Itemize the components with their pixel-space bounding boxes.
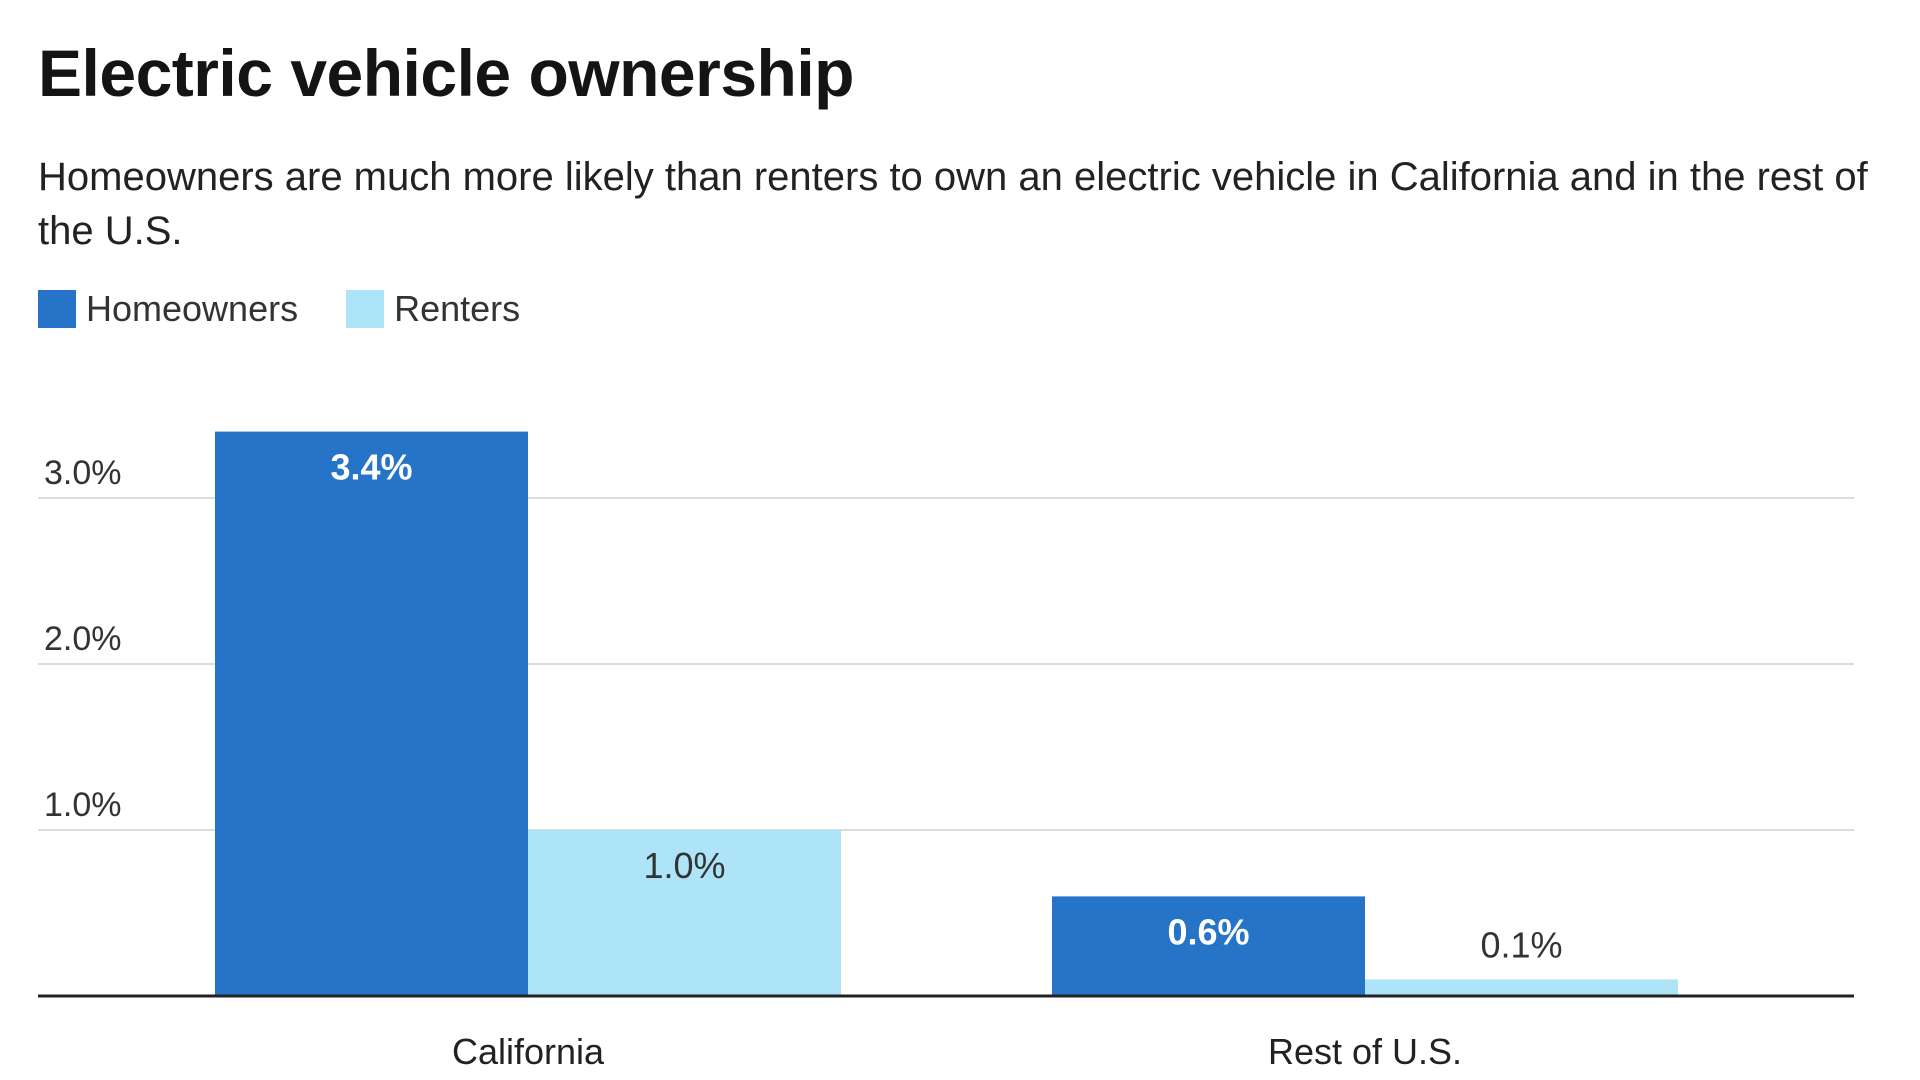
y-tick-label-0: 1.0% [44,786,122,824]
data-label-renters-0: 1.0% [643,845,725,886]
chart-title: Electric vehicle ownership [38,36,855,110]
legend-swatch-homeowners [38,290,76,328]
legend-item-homeowners: Homeowners [38,288,298,330]
data-label-homeowners-1: 0.6% [1167,911,1249,952]
legend-item-renters: Renters [346,288,520,330]
x-category-label-0: California [452,1031,605,1072]
bar-homeowners-1 [1052,896,1365,996]
legend-swatch-renters [346,290,385,328]
data-label-homeowners-0: 3.4% [330,447,412,488]
chart-subtitle: Homeowners are much more likely than ren… [38,155,1868,253]
x-category-label-1: Rest of U.S. [1268,1031,1462,1072]
legend-label-homeowners: Homeowners [86,288,299,329]
bar-homeowners-0 [215,431,528,997]
legend: Homeowners Renters [38,288,568,330]
bar-renters-0 [528,830,841,996]
y-tick-label-1: 2.0% [44,620,122,658]
legend-label-renters: Renters [394,288,521,329]
bar-renters-1 [1365,979,1678,996]
data-label-renters-1: 0.1% [1480,924,1562,965]
y-tick-label-2: 3.0% [44,454,122,492]
